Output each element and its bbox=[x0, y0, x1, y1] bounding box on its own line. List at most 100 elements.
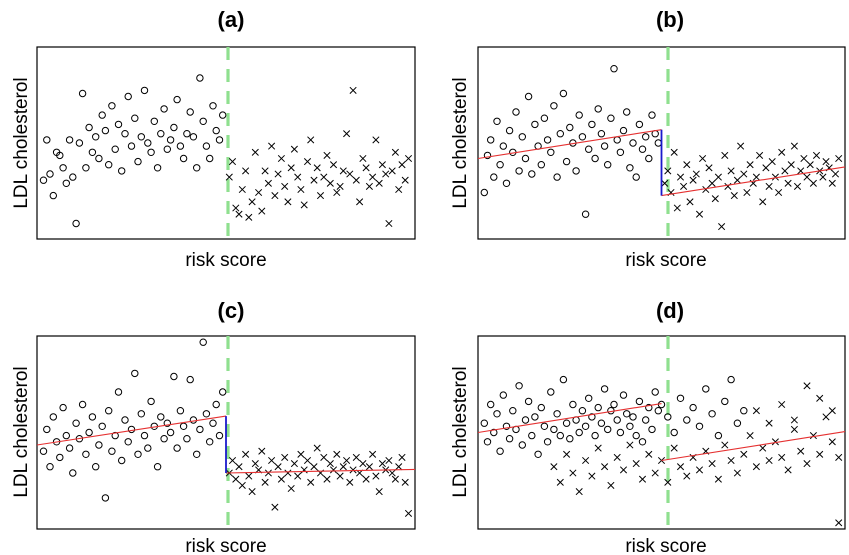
panel-b-cross-point-7 bbox=[683, 161, 691, 169]
panel-a-cross-point-7 bbox=[248, 198, 256, 206]
panel-a-circle-point-51 bbox=[206, 154, 214, 163]
panel-c-cross-point-25 bbox=[307, 478, 315, 486]
panel-d-circle-point-15 bbox=[528, 431, 536, 440]
panel-d-cross-point-39 bbox=[797, 447, 805, 455]
panel-b-y-axis-label: LDL cholesterol bbox=[450, 77, 471, 208]
panel-a-cross-point-19 bbox=[287, 164, 295, 172]
panel-a-cross-point-9 bbox=[255, 188, 263, 197]
panel-c-circle-point-5 bbox=[56, 453, 64, 462]
panel-c-circle-point-26 bbox=[124, 438, 132, 446]
panel-b-cross-point-3 bbox=[670, 148, 678, 156]
panel-d-circle-point-5 bbox=[496, 447, 504, 455]
panel-b-circle-point-49 bbox=[635, 120, 644, 129]
panel-b-circle-point-46 bbox=[626, 164, 634, 172]
panel-d-circle-point-19 bbox=[540, 422, 549, 430]
panel-d-cross-point-28 bbox=[727, 456, 735, 465]
panel-a-circle-point-27 bbox=[127, 142, 136, 150]
panel-c-cross-point-46 bbox=[375, 488, 383, 496]
panel-d-circle-point-2 bbox=[487, 400, 495, 409]
panel-d-circle-point-14 bbox=[524, 397, 533, 406]
panel-b-circle-point-32 bbox=[581, 210, 590, 218]
panel-a-cross-point-28 bbox=[316, 192, 325, 200]
panel-d-circle-point-65 bbox=[714, 431, 723, 440]
panel-d-circle-point-9 bbox=[509, 407, 517, 415]
panel-d-cross-point-38 bbox=[790, 425, 798, 433]
panel-c-cross-point-5 bbox=[242, 450, 250, 458]
panel-b-cross-point-6 bbox=[680, 182, 688, 190]
panel-b-cross-point-22 bbox=[730, 192, 738, 200]
panel-b-cross-point-11 bbox=[695, 210, 704, 218]
panel-b-cross-point-12 bbox=[699, 154, 707, 163]
panel-a-data-points bbox=[39, 74, 413, 228]
panel-b-circle-point-25 bbox=[559, 89, 568, 98]
panel-c-cross-point-44 bbox=[369, 450, 377, 458]
panel-c-cross-point-52 bbox=[395, 463, 403, 471]
panel-d-circle-point-32 bbox=[581, 422, 590, 430]
panel-d-cross-point-46 bbox=[752, 407, 760, 415]
panel-d-cross-point-18 bbox=[664, 478, 672, 486]
panel-c-circle-point-22 bbox=[111, 431, 119, 440]
panel-c-cross-point-27 bbox=[313, 444, 321, 452]
panel-b-circle-point-13 bbox=[521, 154, 530, 163]
panel-d-circle-point-13 bbox=[521, 416, 530, 424]
panel-d-circle-point-53 bbox=[648, 425, 656, 434]
panel-c-circle-point-20 bbox=[105, 407, 113, 415]
panel-d-cross-point-32 bbox=[752, 463, 760, 471]
panel-d-circle-point-59 bbox=[676, 394, 685, 402]
panel-b-circle-point-31 bbox=[578, 133, 587, 141]
panel-a-cross-point-12 bbox=[264, 179, 272, 187]
panel-b-circle-point-35 bbox=[591, 154, 599, 163]
panel-b-cross-point-48 bbox=[812, 151, 821, 159]
panel-b-cross-point-25 bbox=[740, 170, 748, 178]
panel-c-circle-point-30 bbox=[137, 410, 146, 418]
panel-b-circle-point-27 bbox=[566, 123, 574, 132]
panel-d-cross-point-34 bbox=[765, 456, 773, 465]
panel-d-cross-point-44 bbox=[828, 438, 836, 446]
panel-c-cross-point-53 bbox=[398, 453, 406, 461]
panel-d-cross-point-27 bbox=[721, 441, 729, 449]
panel-a-cross-point-54 bbox=[401, 176, 409, 184]
panel-c-circle-point-3 bbox=[49, 413, 57, 421]
panel-a-cross-point-13 bbox=[268, 142, 276, 150]
panel-c-circle-point-51 bbox=[206, 438, 214, 446]
panel-c-cross-point-30 bbox=[323, 475, 331, 483]
panel-b-cross-point-31 bbox=[759, 198, 767, 206]
panel-a-cross-point-47 bbox=[378, 161, 386, 169]
panel-b-cross-point-45 bbox=[803, 173, 811, 181]
panel-b-circle-point-38 bbox=[600, 142, 609, 150]
panel-d-circle-point-46 bbox=[626, 422, 634, 430]
panel-d-circle-point-60 bbox=[683, 416, 691, 424]
panel-d-circle-point-31 bbox=[578, 407, 587, 415]
panel-c-cross-point-37 bbox=[346, 478, 354, 486]
panel-d-circle-point-68 bbox=[733, 419, 742, 427]
panel-a-circle-point-29 bbox=[134, 157, 142, 166]
panel-c-circle-point-14 bbox=[85, 428, 93, 437]
panel-a-circle-point-21 bbox=[108, 102, 116, 110]
panel-b-cross-point-13 bbox=[702, 185, 710, 194]
panel-a-circle-point-26 bbox=[124, 92, 132, 101]
panel-b-cross-point-0 bbox=[661, 179, 669, 187]
panel-a-cross-point-32 bbox=[329, 161, 338, 169]
panel-c-cross-point-14 bbox=[271, 503, 279, 511]
panel-d-circle-point-17 bbox=[534, 450, 542, 458]
panel-a-circle-point-38 bbox=[163, 145, 172, 153]
panel-a-circle-point-39 bbox=[166, 136, 175, 144]
panel-a-circle-point-31 bbox=[140, 86, 149, 95]
panel-c-cross-point-54 bbox=[401, 478, 409, 486]
panel-a-circle-point-52 bbox=[209, 102, 217, 110]
panel-c-circle-point-40 bbox=[170, 372, 178, 381]
panel-d-circle-point-37 bbox=[597, 419, 606, 427]
panel-c-circle-point-27 bbox=[127, 425, 136, 434]
panel-c-cross-point-2 bbox=[232, 475, 240, 483]
panel-a-circle-point-13 bbox=[82, 164, 90, 172]
panel-a-circle-point-25 bbox=[121, 130, 129, 138]
panel-c-cross-point-26 bbox=[310, 463, 318, 471]
panel-b-cross-point-29 bbox=[752, 173, 760, 181]
panel-c-plot-frame bbox=[36, 335, 416, 530]
panel-c-cross-point-33 bbox=[333, 450, 341, 458]
panel-a-circle-point-48 bbox=[196, 74, 204, 82]
panel-a-cross-point-42 bbox=[362, 164, 370, 172]
panel-b-circle-point-11 bbox=[515, 167, 523, 175]
panel-c-circle-point-32 bbox=[144, 444, 152, 452]
panel-a-cross-point-43 bbox=[365, 182, 373, 190]
